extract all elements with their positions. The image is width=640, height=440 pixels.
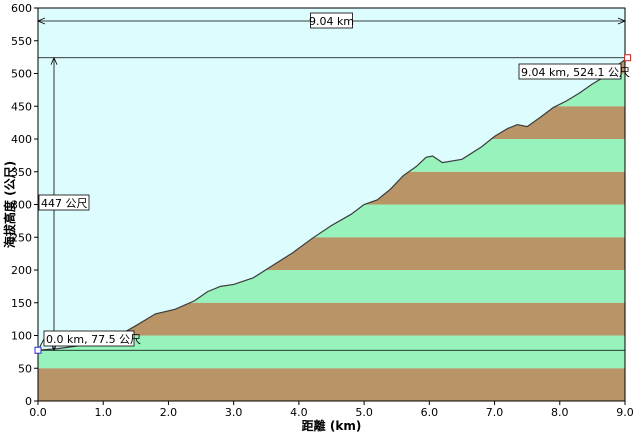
elevation-gain-label: 447 公尺 bbox=[41, 197, 88, 210]
y-tick-label: 300 bbox=[11, 199, 32, 212]
x-axis-title: 距離 (km) bbox=[302, 418, 362, 433]
y-tick-label: 400 bbox=[11, 133, 32, 146]
start-label-box bbox=[43, 330, 135, 347]
start-point-marker bbox=[34, 346, 42, 354]
end-label-box bbox=[518, 63, 622, 80]
y-tick-label: 150 bbox=[11, 297, 32, 310]
x-tick-label: 1.0 bbox=[94, 406, 112, 419]
gain-label-box bbox=[38, 194, 90, 211]
y-tick-label: 50 bbox=[18, 362, 32, 375]
distance-label-box bbox=[310, 12, 353, 29]
x-tick-label: 9.0 bbox=[616, 406, 634, 419]
y-tick-label: 600 bbox=[11, 2, 32, 15]
y-tick-label: 500 bbox=[11, 68, 32, 81]
elevation-band bbox=[38, 335, 625, 369]
y-tick-label: 450 bbox=[11, 100, 32, 113]
end-point-label: 9.04 km, 524.1 公尺 bbox=[521, 66, 630, 79]
y-tick-label: 200 bbox=[11, 264, 32, 277]
x-tick-label: 5.0 bbox=[355, 406, 373, 419]
x-tick-label: 4.0 bbox=[290, 406, 308, 419]
y-tick-label: 550 bbox=[11, 35, 32, 48]
x-tick-label: 6.0 bbox=[421, 406, 439, 419]
elevation-profile-line bbox=[37, 57, 628, 351]
x-tick-label: 2.0 bbox=[160, 406, 178, 419]
x-tick-label: 3.0 bbox=[225, 406, 243, 419]
x-tick-label: 7.0 bbox=[486, 406, 504, 419]
x-tick-label: 0.0 bbox=[29, 406, 47, 419]
x-tick-label: 8.0 bbox=[551, 406, 569, 419]
gain-arrow-top bbox=[50, 56, 58, 65]
distance-arrow-right bbox=[617, 17, 627, 25]
y-tick-label: 100 bbox=[11, 330, 32, 343]
start-point-label: 0.0 km, 77.5 公尺 bbox=[46, 333, 141, 346]
y-tick-label: 350 bbox=[11, 166, 32, 179]
y-tick-label: 250 bbox=[11, 231, 32, 244]
total-distance-label: 9.04 km bbox=[309, 15, 354, 28]
distance-arrow-left bbox=[36, 17, 46, 25]
y-tick-label: 0 bbox=[25, 395, 32, 408]
end-point-marker bbox=[624, 54, 632, 62]
y-axis-title: 海拔高度 (公尺) bbox=[2, 161, 17, 248]
elevation-band bbox=[38, 368, 625, 401]
